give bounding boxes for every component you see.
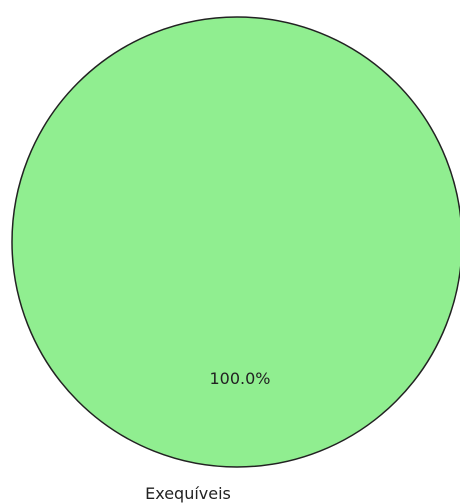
slice-percent-label: 100.0% <box>209 369 270 388</box>
pie-slices <box>11 16 460 468</box>
pie-slice <box>11 16 460 468</box>
pie-labels: 100.0% Exequíveis <box>145 369 270 503</box>
slice-label: Exequíveis <box>145 484 231 503</box>
